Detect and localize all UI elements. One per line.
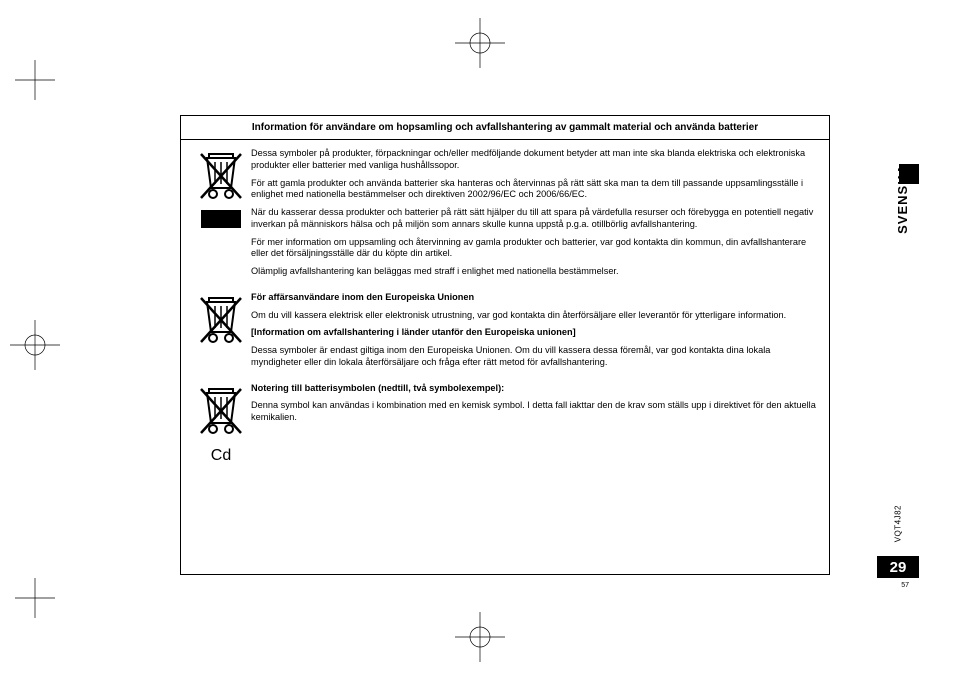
document-code: VQT4J82	[893, 505, 902, 542]
crop-mark	[10, 320, 60, 370]
para: När du kasserar dessa produkter och batt…	[251, 207, 819, 231]
cd-chemical-label: Cd	[211, 447, 231, 465]
weee-bin-icon	[195, 148, 247, 204]
side-margin: SVENSKA VQT4J82 29 57	[864, 0, 899, 673]
para: Olämplig avfallshantering kan beläggas m…	[251, 266, 819, 278]
section-general: Dessa symboler på produkter, förpackning…	[181, 140, 829, 284]
para: Dessa symboler är endast giltiga inom de…	[251, 345, 819, 369]
crop-mark	[455, 18, 505, 68]
section-battery: Cd Notering till batterisymbolen (nedtil…	[181, 375, 829, 465]
section-business: För affärsanvändare inom den Europeiska …	[181, 284, 829, 375]
subheading: [Information om avfallshantering i lände…	[251, 327, 819, 339]
language-label: SVENSKA	[895, 164, 910, 234]
para: För att gamla produkter och använda batt…	[251, 178, 819, 202]
para: Om du vill kassera elektrisk eller elekt…	[251, 310, 819, 322]
crop-mark	[15, 60, 55, 100]
weee-bin-icon	[195, 292, 247, 348]
para: Denna symbol kan användas i kombination …	[251, 400, 819, 424]
info-box: Information för användare om hopsamling …	[180, 115, 830, 575]
subheading: Notering till batterisymbolen (nedtill, …	[251, 383, 819, 395]
crop-mark	[455, 612, 505, 662]
subheading: För affärsanvändare inom den Europeiska …	[251, 292, 819, 304]
weee-bin-icon	[195, 383, 247, 439]
sheet-number: 57	[901, 582, 909, 589]
info-header: Information för användare om hopsamling …	[181, 116, 829, 140]
para: Dessa symboler på produkter, förpackning…	[251, 148, 819, 172]
black-bar-icon	[201, 210, 241, 228]
para: För mer information om uppsamling och åt…	[251, 237, 819, 261]
crop-mark	[15, 578, 55, 618]
page-number: 29	[877, 556, 919, 578]
